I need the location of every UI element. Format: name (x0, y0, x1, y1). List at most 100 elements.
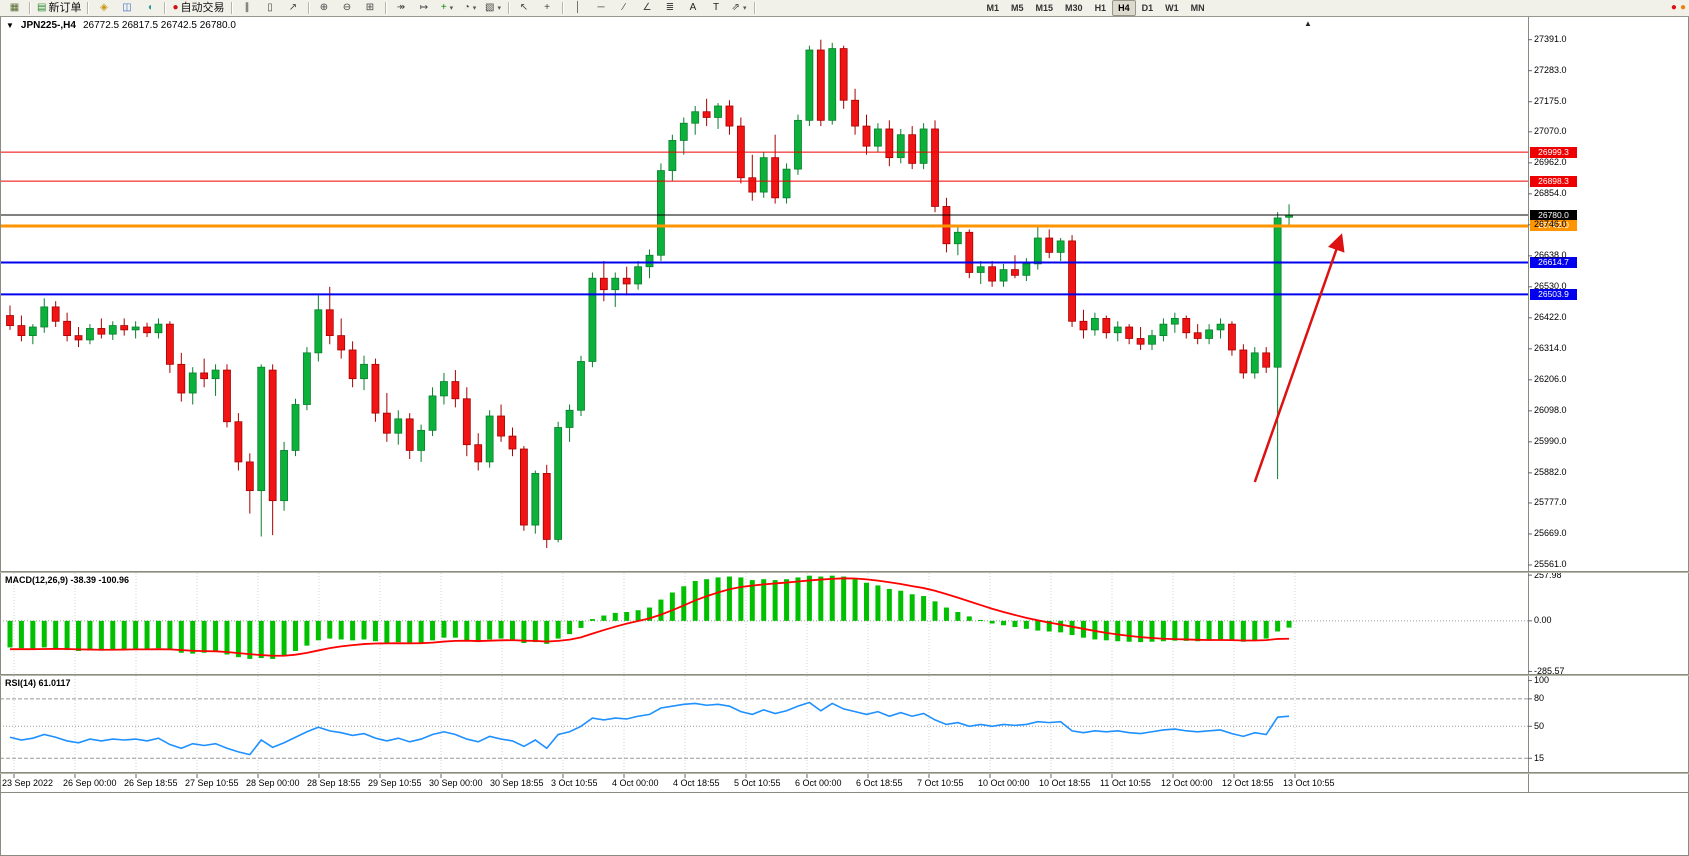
toolbar-separator (230, 2, 233, 14)
price-level-label[interactable]: 26503.9 (1530, 289, 1577, 300)
candles (6, 39, 1293, 549)
one-click-trading-toggle[interactable]: ▼ (6, 21, 14, 30)
news-icon[interactable]: ● (1679, 2, 1686, 13)
horizontal-line-icon[interactable]: ─ (590, 0, 613, 17)
sound-icon[interactable]: ◖ (138, 0, 161, 17)
templates-icon: ▧ (485, 2, 495, 13)
panel-divider[interactable] (0, 674, 1689, 676)
horizontal-level-lines (0, 151, 1528, 296)
crosshair-icon: + (544, 2, 550, 13)
candlestick-chart-icon[interactable]: ▯ (259, 0, 282, 17)
toolbar-right-icons: ● ● (1671, 2, 1686, 14)
dropdown-arrow-icon[interactable]: ▾ (449, 4, 454, 12)
price-level-label[interactable]: 26898.3 (1530, 176, 1577, 187)
periods-icon: ◔ (463, 2, 470, 13)
macd-signal-line (10, 577, 1290, 657)
vertical-line-icon: │ (574, 2, 582, 13)
trendline-icon[interactable]: ∕ (613, 0, 636, 17)
tile-windows-icon[interactable]: ⊞ (359, 0, 382, 17)
timeframe-button-m30[interactable]: M30 (1065, 3, 1083, 13)
bar-chart-icon: ∥ (244, 2, 250, 13)
autotrade-button-label: 自动交易 (180, 1, 225, 14)
fibonacci-icon: ≣ (665, 2, 675, 13)
alerts-icon[interactable]: ● (1670, 2, 1677, 13)
toolbar-separator (561, 2, 564, 14)
navigator-icon[interactable]: ◫ (115, 0, 138, 17)
arrows-tool-icon: ⇗ (731, 2, 740, 13)
rsi-line (9, 701, 1290, 756)
crosshair-icon[interactable]: + (536, 0, 559, 17)
auto-scroll-icon[interactable]: ↠ (390, 0, 413, 17)
cursor-icon[interactable]: ↖ (513, 0, 536, 17)
vertical-line-icon[interactable]: │ (567, 0, 590, 17)
new-chart-icon[interactable]: ▦ (3, 0, 26, 17)
metaeditor-icon[interactable]: ◈ (92, 0, 115, 17)
timeframe-button-mn[interactable]: MN (1190, 3, 1205, 13)
text-icon: A (689, 2, 697, 13)
zoom-out-icon: ⊖ (342, 2, 352, 13)
trend-arrow (1253, 233, 1345, 483)
auto-scroll-icon: ↠ (396, 2, 406, 13)
timeframe-button-m5[interactable]: M5 (1011, 3, 1024, 13)
rsi-panel (0, 698, 1528, 759)
periods-icon[interactable]: ◔ ▾ (459, 0, 482, 17)
chart-shift-icon[interactable]: ↦ (413, 0, 436, 17)
timeframe-button-m1[interactable]: M1 (986, 3, 1000, 13)
text-label-icon[interactable]: T (705, 0, 728, 17)
price-level-label[interactable]: 26999.3 (1530, 147, 1577, 158)
toolbar-separator (384, 2, 387, 14)
text-icon[interactable]: A (682, 0, 705, 17)
toolbar-separator (29, 2, 31, 14)
toolbar-separator (753, 2, 756, 14)
zoom-in-icon[interactable]: ⊕ (313, 0, 336, 17)
chart-plot-area[interactable] (0, 17, 1528, 774)
tile-windows-icon: ⊞ (365, 2, 375, 13)
timeframe-button-h1[interactable]: H1 (1094, 3, 1107, 13)
zoom-in-icon: ⊕ (319, 2, 329, 13)
macd-panel (0, 575, 1528, 659)
grid-lines (13, 573, 1296, 778)
line-chart-icon[interactable]: ↗ (282, 0, 305, 17)
add-indicator-icon: + (440, 2, 447, 13)
text-label-icon: T (712, 2, 720, 13)
equidistant-channel-icon[interactable]: ∠ (636, 0, 659, 17)
candlestick-chart-icon: ▯ (267, 2, 273, 13)
arrows-tool-icon[interactable]: ⇗ ▾ (728, 0, 751, 17)
bar-chart-icon[interactable]: ∥ (236, 0, 259, 17)
fibonacci-icon[interactable]: ≣ (659, 0, 682, 17)
new-order-button[interactable]: ▤ 新订单 (34, 0, 84, 17)
panel-divider[interactable] (0, 571, 1689, 573)
panel-divider[interactable] (0, 772, 1689, 774)
autotrade-icon: ● (172, 2, 179, 13)
timeframe-button-w1[interactable]: W1 (1165, 3, 1179, 13)
add-indicator-icon[interactable]: + ▾ (436, 0, 459, 17)
price-level-label[interactable]: 26742.0 (1530, 220, 1577, 231)
dropdown-arrow-icon[interactable]: ▾ (472, 4, 477, 12)
timeframe-button-m15[interactable]: M15 (1035, 3, 1054, 13)
toolbar-separator (164, 2, 167, 14)
templates-icon[interactable]: ▧ ▾ (482, 0, 505, 17)
dropdown-arrow-icon[interactable]: ▾ (497, 4, 501, 12)
zoom-out-icon[interactable]: ⊖ (336, 0, 359, 17)
toolbar-separator (507, 2, 510, 14)
timeframe-button-h4[interactable]: H4 (1112, 0, 1136, 16)
equidistant-channel-icon: ∠ (642, 2, 652, 13)
new-order-icon: ▤ (37, 2, 47, 13)
sound-icon: ◖ (146, 2, 153, 13)
horizontal-line-icon: ─ (597, 2, 605, 13)
timeframe-button-d1[interactable]: D1 (1141, 3, 1154, 13)
price-level-label[interactable]: 26780.0 (1530, 210, 1577, 221)
metaeditor-icon: ◈ (100, 2, 108, 13)
autotrade-button[interactable]: ● 自动交易 (169, 0, 227, 17)
toolbar-separator (87, 2, 90, 14)
price-level-label[interactable]: 26614.7 (1530, 257, 1577, 268)
dropdown-arrow-icon[interactable]: ▾ (742, 4, 747, 12)
cursor-icon: ↖ (519, 2, 529, 13)
toolbar: ▦ ▤ 新订单 ◈ ◫ ◖ ● 自动交易 ∥ ▯ ↗ ⊕ ⊖ ⊞ ↠ ↦ + ▾ ◔ ▾ ▧ ▾ ↖ + │ ─ ∕ ∠ ≣ A T ⇗ ▾ M1… (0, 0, 1689, 17)
trendline-icon: ∕ (623, 2, 625, 13)
new-order-button-label: 新订单 (48, 1, 82, 14)
toolbar-separator (307, 2, 310, 14)
